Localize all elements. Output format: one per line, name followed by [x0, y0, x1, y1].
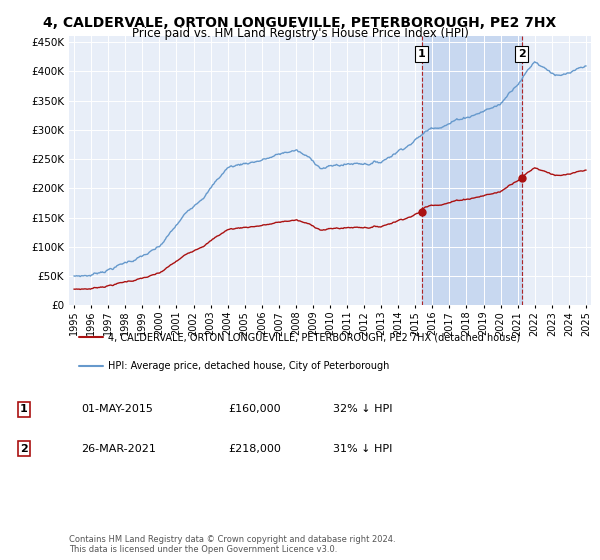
Text: 2: 2 [20, 444, 28, 454]
Text: 01-MAY-2015: 01-MAY-2015 [81, 404, 153, 414]
Text: 4, CALDERVALE, ORTON LONGUEVILLE, PETERBOROUGH, PE2 7HX (detached house): 4, CALDERVALE, ORTON LONGUEVILLE, PETERB… [108, 332, 520, 342]
Text: 31% ↓ HPI: 31% ↓ HPI [333, 444, 392, 454]
Text: 4, CALDERVALE, ORTON LONGUEVILLE, PETERBOROUGH, PE2 7HX: 4, CALDERVALE, ORTON LONGUEVILLE, PETERB… [43, 16, 557, 30]
Text: Price paid vs. HM Land Registry's House Price Index (HPI): Price paid vs. HM Land Registry's House … [131, 27, 469, 40]
Point [417, 207, 427, 216]
Text: HPI: Average price, detached house, City of Peterborough: HPI: Average price, detached house, City… [108, 361, 389, 371]
Text: 1: 1 [418, 49, 425, 59]
Text: £218,000: £218,000 [228, 444, 281, 454]
Text: 2: 2 [518, 49, 526, 59]
Text: Contains HM Land Registry data © Crown copyright and database right 2024.
This d: Contains HM Land Registry data © Crown c… [69, 535, 395, 554]
Bar [422, 36, 521, 305]
Text: 32% ↓ HPI: 32% ↓ HPI [333, 404, 392, 414]
Point [517, 174, 526, 183]
Text: 1: 1 [20, 404, 28, 414]
Text: £160,000: £160,000 [228, 404, 281, 414]
Text: 26-MAR-2021: 26-MAR-2021 [81, 444, 156, 454]
